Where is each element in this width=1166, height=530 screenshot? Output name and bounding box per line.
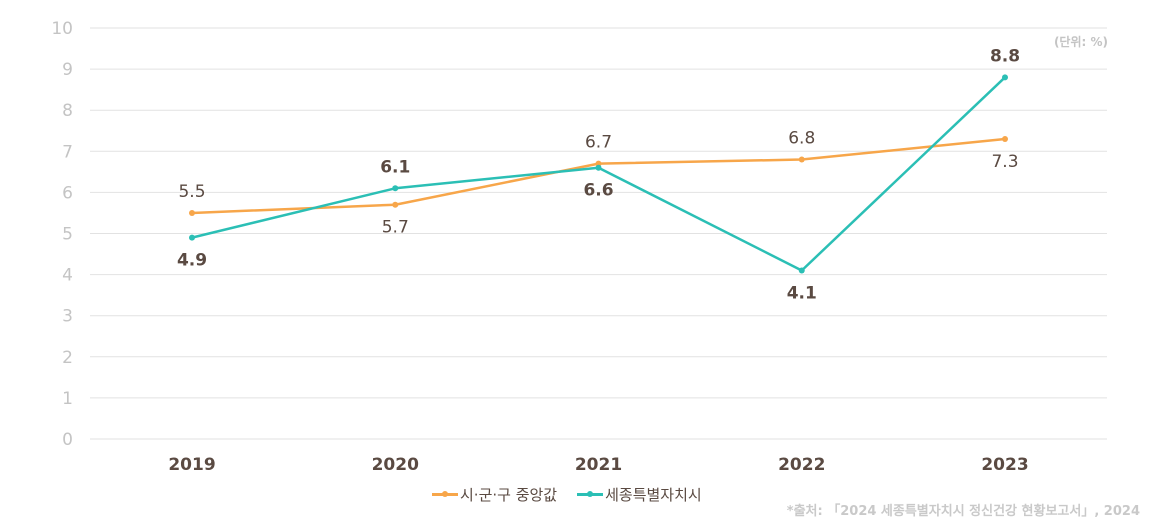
data-label: 7.3 [991, 152, 1018, 172]
data-label: 5.7 [382, 218, 409, 238]
data-label: 4.1 [787, 283, 817, 303]
y-tick-label: 6 [62, 183, 73, 203]
data-label: 6.1 [380, 157, 410, 177]
grid-lines [90, 27, 1107, 440]
legend-label: 세종특별자치시 [605, 486, 702, 504]
data-point [1002, 74, 1008, 81]
y-tick-label: 9 [62, 60, 73, 80]
data-point [798, 267, 805, 274]
series-line-1 [191, 76, 1006, 272]
x-tick-label: 2019 [168, 455, 215, 475]
data-label: 5.5 [178, 182, 205, 202]
y-tick-label: 1 [62, 389, 73, 409]
y-tick-label: 3 [62, 307, 73, 327]
legend-item-sejong[interactable]: 세종특별자치시 [577, 484, 702, 505]
data-labels: 5.5 5.7 6.7 6.8 7.3 4.9 6.1 6.6 4.1 8.8 [177, 46, 1020, 303]
data-point [798, 156, 805, 163]
x-tick-label: 2023 [981, 455, 1028, 475]
data-point [392, 185, 399, 192]
x-axis: 2019 2020 2021 2022 2023 [168, 455, 1028, 475]
x-tick-label: 2022 [778, 455, 825, 475]
y-tick-label: 0 [62, 430, 73, 450]
line-chart: 0 1 2 3 4 5 6 7 8 9 10 2019 2020 2021 2022 2023 5.5 5.7… [51, 19, 1108, 475]
y-tick-label: 10 [51, 19, 73, 39]
source-note: *출처: 「2024 세종특별자치시 정신건강 현황보고서」, 2024 [786, 504, 1140, 519]
legend-label: 시·군·구 중앙값 [460, 486, 558, 504]
data-point [189, 209, 195, 216]
y-tick-label: 5 [62, 225, 73, 245]
y-tick-label: 7 [62, 142, 73, 162]
data-label: 6.8 [788, 129, 815, 149]
legend-swatch-teal [577, 491, 604, 497]
y-tick-label: 2 [62, 348, 73, 368]
unit-note: (단위: %) [1054, 34, 1108, 49]
y-tick-label: 4 [62, 266, 73, 286]
data-label: 6.6 [583, 181, 613, 201]
data-label: 4.9 [177, 251, 207, 271]
data-point [392, 201, 399, 208]
legend-swatch-orange [432, 491, 458, 497]
y-axis: 0 1 2 3 4 5 6 7 8 9 10 [51, 19, 73, 450]
series-lines [189, 74, 1008, 274]
data-point [595, 160, 602, 167]
data-point [1002, 135, 1008, 142]
data-point [189, 234, 195, 241]
data-label: 8.8 [990, 46, 1020, 66]
x-tick-label: 2021 [575, 455, 622, 475]
y-tick-label: 8 [62, 101, 73, 121]
x-tick-label: 2020 [372, 455, 419, 475]
data-label: 6.7 [585, 133, 612, 153]
data-point [595, 164, 602, 171]
legend-item-sigungu-median[interactable]: 시·군·구 중앙값 [432, 484, 557, 505]
legend: 시·군·구 중앙값 세종특별자치시 [432, 484, 702, 505]
